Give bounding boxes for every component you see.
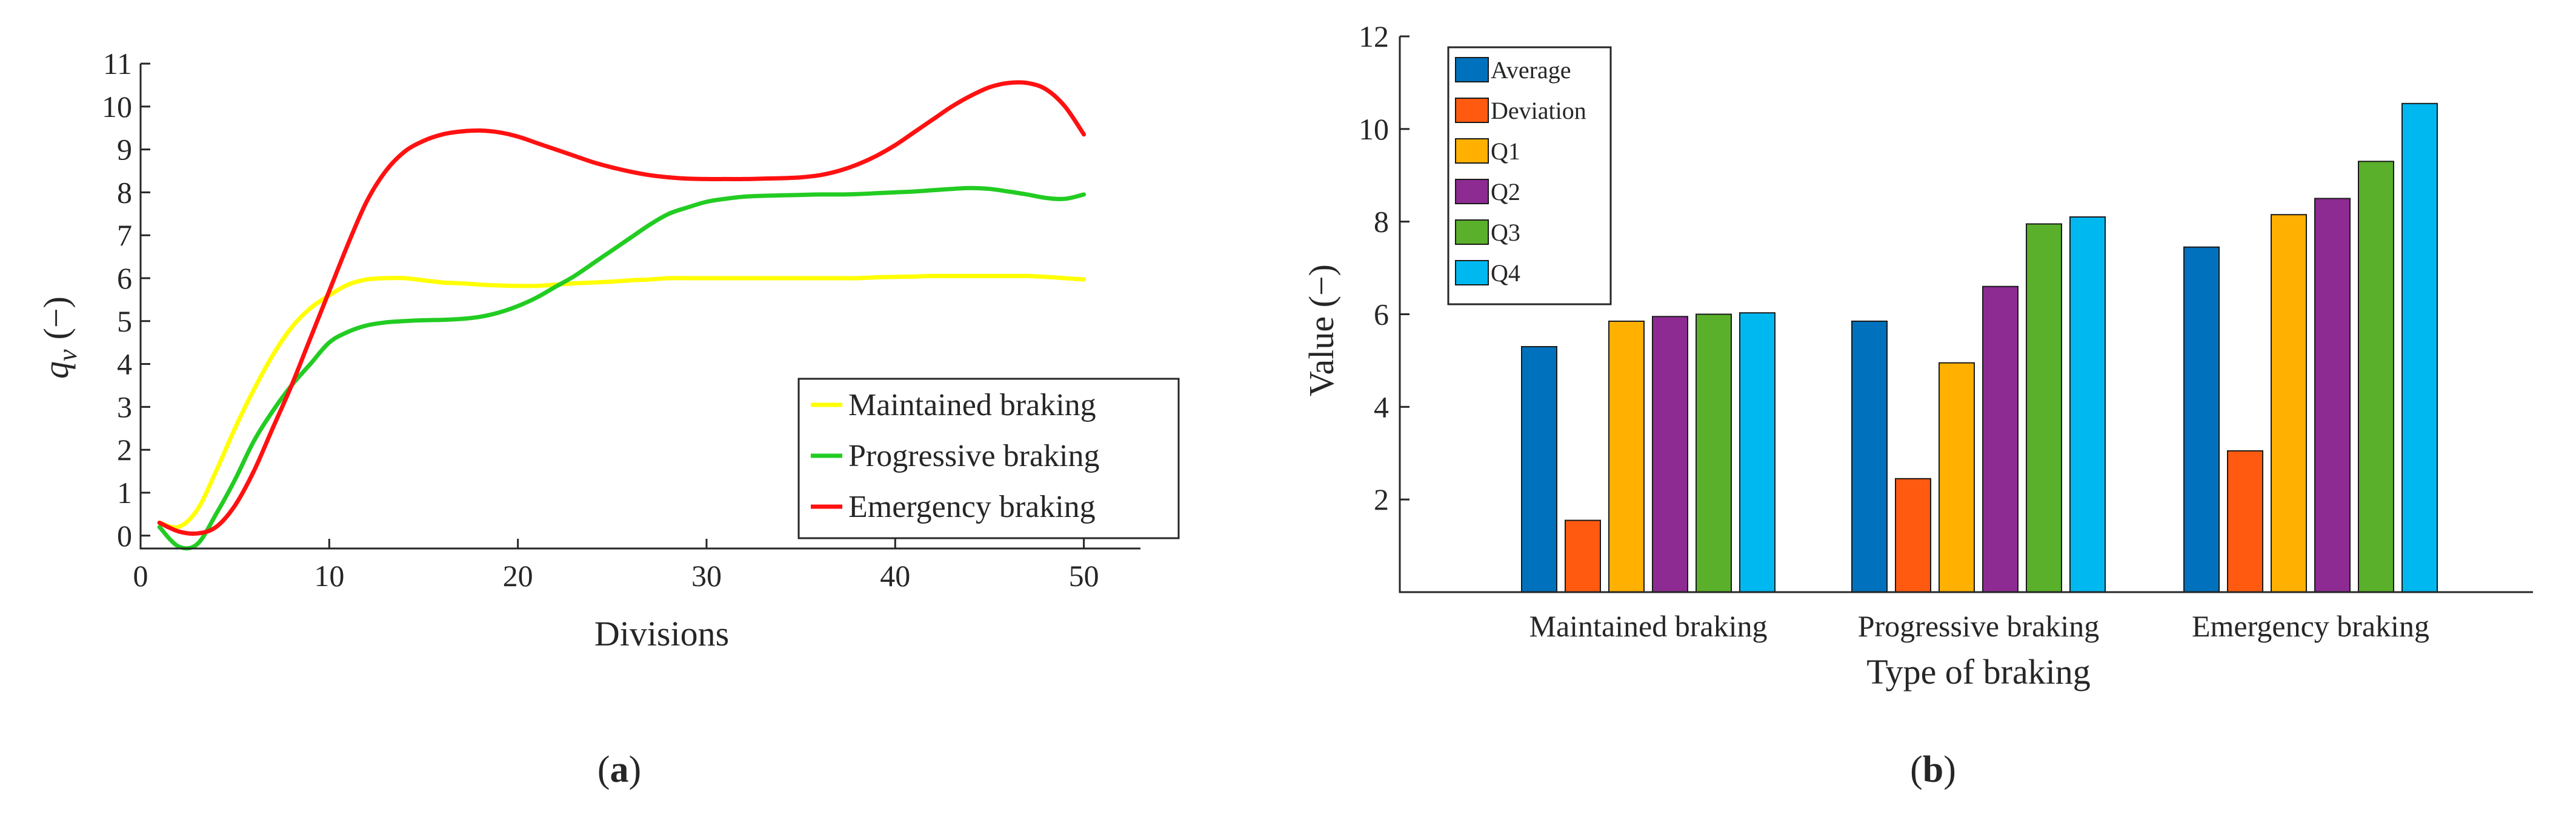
bar-chart-x-axis-title: Type of braking xyxy=(1866,652,2091,692)
bar-q2-progressive-braking xyxy=(1982,285,2019,593)
line-chart-y-axis-title: qv (−) xyxy=(36,296,82,379)
bar-chart-panel: 2 4 6 8 10 12 Maintained braking Progressive b… xyxy=(1302,19,2533,790)
x-tick-label: 10 xyxy=(314,559,344,593)
line-chart-x-ticks: 0 10 20 30 40 50 xyxy=(133,539,1099,593)
bar-average-progressive-braking xyxy=(1851,321,1888,593)
bar-q3-progressive-braking xyxy=(2026,223,2062,593)
y-tick-label: 4 xyxy=(117,347,132,381)
y-tick-label: 9 xyxy=(117,133,132,167)
bar-legend-swatch xyxy=(1455,138,1489,164)
bar-legend-swatch xyxy=(1455,219,1489,245)
y-tick-label: 8 xyxy=(1374,205,1389,239)
bar-chart-y-axis-title: Value (−) xyxy=(1302,264,1341,396)
y-tick-label: 6 xyxy=(1374,298,1389,332)
bar-legend-label: Q2 xyxy=(1491,178,1520,205)
y-tick-label: 4 xyxy=(1374,390,1389,424)
bar-legend-swatch xyxy=(1455,179,1489,204)
bar-legend-label: Deviation xyxy=(1491,97,1586,124)
line-chart-panel: 0 10 20 30 40 50 0 1 2 3 4 5 6 7 8 9 10 11 Divisions qv (… xyxy=(36,47,1180,790)
bar-legend-label: Q1 xyxy=(1491,138,1520,165)
bar-legend-swatch xyxy=(1455,57,1489,82)
bar-chart-y-ticks: 2 4 6 8 10 12 xyxy=(1359,19,1409,516)
y-tick-label: 11 xyxy=(103,47,132,81)
bar-legend-swatch xyxy=(1455,98,1489,123)
x-tick-label: 20 xyxy=(503,559,533,593)
bar-q4-emergency-braking xyxy=(2401,102,2438,593)
y-tick-label: 10 xyxy=(1359,112,1389,146)
x-tick-label: 0 xyxy=(133,559,148,593)
y-tick-label: 2 xyxy=(1374,482,1389,516)
y-tick-label: 1 xyxy=(117,476,132,510)
x-category-label: Maintained braking xyxy=(1529,609,1768,643)
line-legend-label: Progressive braking xyxy=(848,439,1099,473)
panel-label-b: (b) xyxy=(1910,749,1956,790)
y-tick-label: 5 xyxy=(117,304,132,338)
line-series-progressive-braking xyxy=(157,185,1087,551)
svg-text:qv(−): qv (−) xyxy=(36,296,82,379)
line-legend-box xyxy=(797,378,1180,539)
line-chart-legend: Maintained braking Progressive braking Eme… xyxy=(797,378,1180,539)
x-tick-label: 40 xyxy=(880,559,910,593)
bar-deviation-emergency-braking xyxy=(2227,450,2263,593)
y-axis-symbol: q xyxy=(36,361,76,379)
bar-q1-maintained-braking xyxy=(1608,321,1645,593)
x-tick-label: 30 xyxy=(691,559,722,593)
line-legend-label: Emergency braking xyxy=(848,490,1096,524)
bar-q2-maintained-braking xyxy=(1652,316,1688,593)
bar-q3-maintained-braking xyxy=(1696,313,1732,593)
y-tick-label: 6 xyxy=(117,261,132,295)
bar-average-maintained-braking xyxy=(1521,346,1557,593)
bar-legend-swatch xyxy=(1455,260,1489,285)
line-series-emergency-braking xyxy=(157,80,1087,536)
bar-deviation-maintained-braking xyxy=(1565,519,1601,593)
bar-chart-category-labels: Maintained braking Progressive braking Eme… xyxy=(1529,609,2429,643)
y-tick-label: 8 xyxy=(117,175,132,209)
bar-q4-progressive-braking xyxy=(2069,216,2106,593)
bar-average-emergency-braking xyxy=(2183,246,2220,593)
bar-chart-legend: Average Deviation Q1 Q2 Q3 Q4 xyxy=(1447,46,1612,305)
panel-label-a: (a) xyxy=(597,749,641,790)
bar-legend-label: Q3 xyxy=(1491,219,1520,246)
line-series-group xyxy=(157,80,1087,551)
bar-legend-label: Q4 xyxy=(1491,259,1520,287)
y-tick-label: 3 xyxy=(117,390,132,424)
bar-q2-emergency-braking xyxy=(2314,198,2351,593)
y-tick-label: 2 xyxy=(117,433,132,467)
y-tick-label: 12 xyxy=(1359,19,1389,53)
line-chart-y-ticks: 0 1 2 3 4 5 6 7 8 9 10 11 xyxy=(102,47,150,553)
x-tick-label: 50 xyxy=(1069,559,1099,593)
line-chart-x-axis-title: Divisions xyxy=(594,614,729,653)
bar-q1-emergency-braking xyxy=(2271,214,2307,593)
x-category-label: Emergency braking xyxy=(2192,609,2429,643)
y-tick-label: 7 xyxy=(117,218,132,252)
bar-deviation-progressive-braking xyxy=(1895,478,1931,593)
bar-q1-progressive-braking xyxy=(1939,362,1975,593)
bar-q4-maintained-braking xyxy=(1739,312,1776,593)
x-category-label: Progressive braking xyxy=(1858,609,2100,643)
line-series-maintained-braking xyxy=(157,273,1087,530)
y-axis-symbol-subscript: v xyxy=(53,349,82,361)
line-legend-label: Maintained braking xyxy=(848,388,1096,422)
y-tick-label: 10 xyxy=(102,90,132,124)
y-axis-unit: (−) xyxy=(36,296,76,339)
y-tick-label: 0 xyxy=(117,519,132,553)
bar-q3-emergency-braking xyxy=(2358,161,2394,593)
bar-legend-label: Average xyxy=(1491,56,1571,84)
